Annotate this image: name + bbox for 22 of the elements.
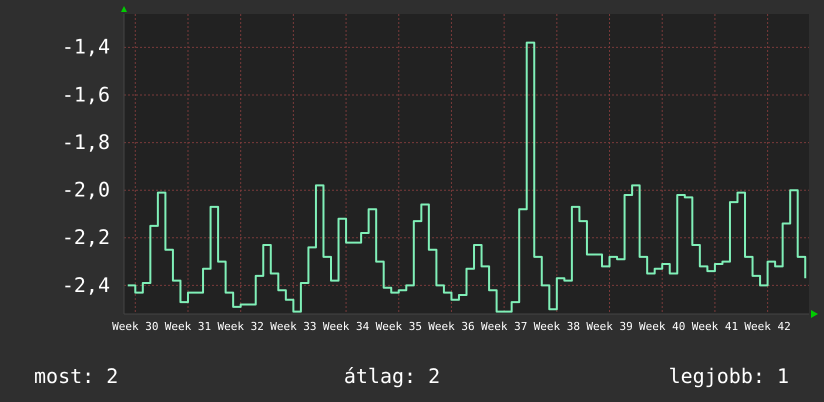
text: legjobb: 1: [668, 364, 789, 388]
y-tick-label: -1,4: [62, 34, 110, 59]
y-tick-label: -2,4: [62, 272, 110, 297]
x-tick-label: Week 39: [586, 320, 633, 333]
x-tick-label: Week 30: [112, 320, 158, 333]
x-tick-label: Week 36: [428, 320, 475, 333]
x-tick-label: Week 40: [639, 320, 686, 333]
x-tick-label: Week 31: [164, 320, 212, 333]
x-tick-label: Week 41: [692, 320, 738, 333]
y-tick-label: -1,6: [62, 82, 110, 106]
text: átlag: 2: [344, 364, 440, 388]
x-tick-label: Week 35: [376, 320, 422, 333]
x-tick-label: Week 42: [744, 320, 791, 333]
x-tick-label: Week 37: [480, 320, 528, 333]
text: most: 2: [34, 364, 118, 388]
y-tick-label: -2,2: [62, 225, 110, 250]
x-tick-label: Week 34: [322, 320, 370, 333]
y-tick-label: -2,0: [62, 178, 110, 202]
x-tick-label: Week 32: [217, 320, 264, 333]
x-tick-label: Week 33: [270, 320, 317, 333]
x-tick-label: Week 38: [534, 320, 580, 333]
y-tick-label: -1,8: [62, 130, 110, 154]
